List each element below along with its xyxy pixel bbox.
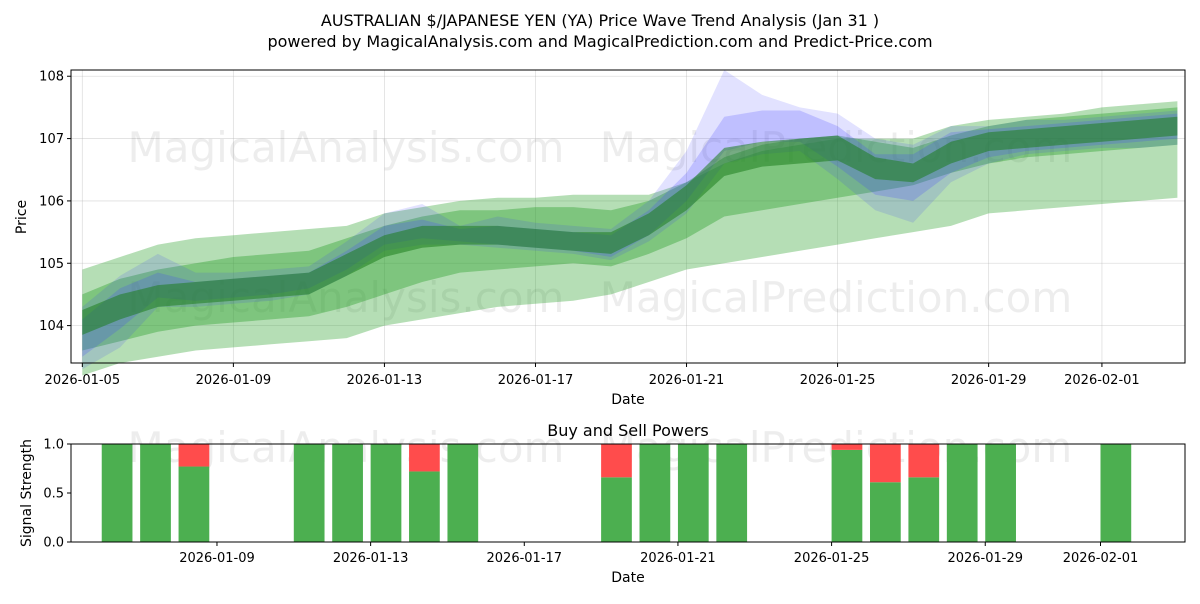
price-plot-frame [70, 69, 1186, 364]
chart-title: AUSTRALIAN $/JAPANESE YEN (YA) Price Wav… [321, 11, 879, 30]
price-x-tick-label-1: 2026-01-09 [196, 373, 272, 388]
signal-x-tick-label-1: 2026-01-13 [333, 551, 409, 566]
buy-bar-2026-01-08 [140, 444, 171, 542]
price-plot-area [71, 70, 1185, 363]
buy-bar-2026-01-16 [447, 444, 479, 542]
buy-bar-2026-01-22 [677, 444, 709, 542]
sell-bar-2026-01-26 [831, 444, 863, 450]
sell-bar-2026-01-15 [409, 444, 440, 472]
buy-bar-2026-01-28 [908, 477, 940, 542]
buy-bar-2026-01-30 [985, 444, 1016, 542]
buy-bar-2026-01-12 [293, 444, 325, 542]
watermark-right-lower: MagicalPrediction.com [600, 273, 1073, 322]
watermark-left: MagicalAnalysis.com [128, 123, 565, 172]
price-grid [71, 70, 1185, 363]
signal-y-tick-label-1: 0.5 [43, 487, 64, 502]
signal-x-tick-label-6: 2026-02-01 [1063, 551, 1139, 566]
buy-bar-2026-01-20 [601, 477, 632, 542]
buy-bar-2026-01-09 [178, 466, 210, 542]
buy-bar-2026-02-02 [1100, 444, 1132, 542]
signal-x-tick-label-4: 2026-01-25 [794, 551, 870, 566]
price-panel: MagicalAnalysis.com MagicalPrediction.co… [14, 69, 1186, 408]
price-x-tick-label-4: 2026-01-21 [649, 373, 725, 388]
price-y-label: Price [14, 200, 30, 234]
buy-bar-2026-01-15 [409, 471, 440, 542]
price-x-tick-label-2: 2026-01-13 [347, 373, 423, 388]
buy-bar-2026-01-07 [101, 444, 133, 542]
sell-bar-2026-01-20 [601, 444, 632, 478]
sell-bar-2026-01-27 [870, 444, 901, 483]
buy-bar-2026-01-21 [639, 444, 671, 542]
chart-subtitle: powered by MagicalAnalysis.com and Magic… [267, 32, 932, 51]
buy-bar-2026-01-26 [831, 449, 863, 542]
price-y-tick-label-0: 104 [39, 319, 64, 334]
price-band-blue-spike [82, 70, 1178, 370]
price-band-green-core [82, 116, 1178, 335]
price-x-ticks: 2026-01-05 2026-01-09 2026-01-13 2026-01-17… [45, 363, 1140, 388]
signal-title: Buy and Sell Powers [547, 421, 709, 440]
price-y-tick-label-3: 107 [39, 132, 64, 147]
signal-y-tick-label-2: 1.0 [43, 438, 64, 453]
sell-bar-2026-01-28 [908, 444, 940, 478]
price-bands [82, 70, 1178, 376]
price-y-ticks: 104 105 106 107 108 [39, 70, 71, 334]
buy-bar-2026-01-29 [946, 444, 978, 542]
sell-bar-2026-01-09 [178, 444, 210, 467]
price-y-tick-label-4: 108 [39, 70, 64, 85]
price-x-tick-label-0: 2026-01-05 [45, 373, 121, 388]
signal-y-ticks: 0.0 0.5 1.0 [43, 438, 71, 551]
signal-x-tick-label-2: 2026-01-17 [487, 551, 563, 566]
signal-y-tick-label-0: 0.0 [43, 536, 64, 551]
price-x-tick-label-7: 2026-02-01 [1064, 373, 1140, 388]
signal-x-tick-label-5: 2026-01-29 [947, 551, 1023, 566]
buy-bar-2026-01-14 [370, 444, 402, 542]
buy-bar-2026-01-23 [716, 444, 748, 542]
signal-x-label: Date [611, 570, 644, 586]
price-x-label: Date [611, 392, 644, 408]
signal-y-label: Signal Strength [19, 439, 35, 547]
signal-x-tick-label-0: 2026-01-09 [179, 551, 255, 566]
price-y-tick-label-1: 105 [39, 257, 64, 272]
price-x-tick-label-3: 2026-01-17 [498, 373, 574, 388]
price-x-tick-label-5: 2026-01-25 [800, 373, 876, 388]
price-x-tick-label-6: 2026-01-29 [951, 373, 1027, 388]
buy-bar-2026-01-27 [870, 482, 901, 542]
signal-bars [101, 444, 1132, 542]
signal-x-ticks: 2026-01-09 2026-01-13 2026-01-17 2026-01-21… [179, 542, 1138, 566]
price-y-tick-label-2: 106 [39, 194, 64, 209]
signal-x-tick-label-3: 2026-01-21 [640, 551, 716, 566]
signal-panel: Buy and Sell Powers MagicalAnalysis.com … [19, 421, 1186, 586]
buy-bar-2026-01-13 [332, 444, 363, 542]
